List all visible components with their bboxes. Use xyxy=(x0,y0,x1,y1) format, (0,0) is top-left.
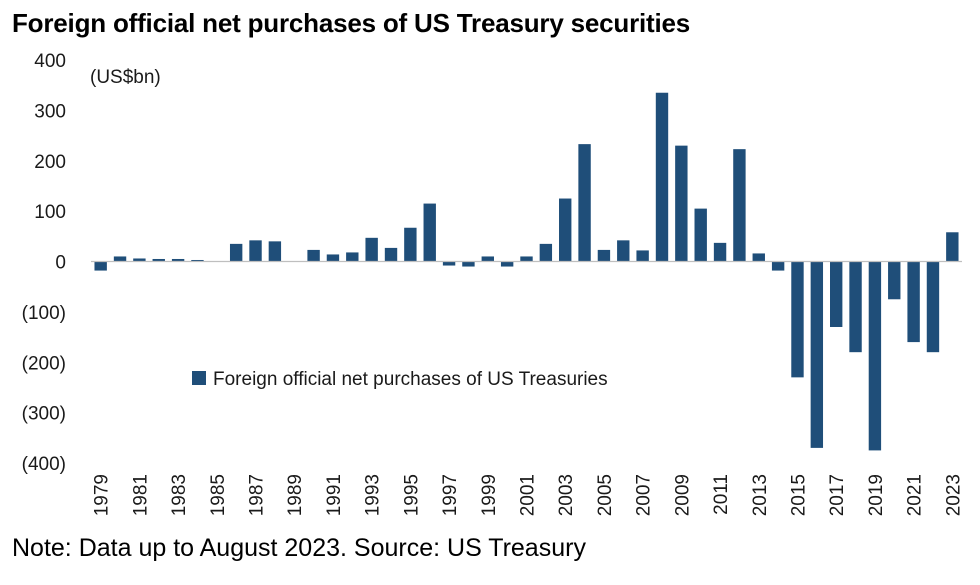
x-tick-label: 1979 xyxy=(92,474,113,516)
y-tick-label: 300 xyxy=(34,101,66,122)
x-tick-label: 2001 xyxy=(518,474,539,516)
bar-2022 xyxy=(926,261,940,353)
bar-1994 xyxy=(384,247,398,262)
x-tick-label: 1989 xyxy=(285,474,306,516)
x-tick-label: 2013 xyxy=(750,474,771,516)
x-tick-label: 2017 xyxy=(827,474,848,516)
bar-1981 xyxy=(133,258,146,262)
bar-2017 xyxy=(830,261,843,327)
x-tick-label: 2019 xyxy=(866,474,887,516)
y-tick-label: 100 xyxy=(34,202,66,223)
legend-label: Foreign official net purchases of US Tre… xyxy=(213,369,608,390)
bar-1992 xyxy=(346,252,359,262)
bar-2001 xyxy=(520,256,533,262)
bar-1984 xyxy=(191,259,204,262)
x-tick-label: 2009 xyxy=(672,474,693,516)
bar-1983 xyxy=(171,258,185,262)
x-tick-label: 2003 xyxy=(556,474,577,516)
x-tick-label: 2011 xyxy=(711,474,732,515)
y-tick-label: (300) xyxy=(22,404,66,425)
bar-2016 xyxy=(810,261,824,448)
x-tick-label: 1983 xyxy=(169,474,190,516)
bar-2010 xyxy=(694,208,707,262)
bar-2011 xyxy=(713,242,727,262)
y-axis: 400 300 200 100 0 (100) (200) (300) (400) xyxy=(22,51,66,475)
legend-swatch xyxy=(192,371,206,385)
bar-2020 xyxy=(888,261,901,300)
bar-1986 xyxy=(229,243,243,262)
bar-1993 xyxy=(365,237,378,262)
bar-1980 xyxy=(113,256,127,262)
bar-1999 xyxy=(481,256,494,262)
bar-2014 xyxy=(771,261,785,271)
bar-2021 xyxy=(907,261,920,343)
x-tick-label: 2023 xyxy=(943,474,964,516)
bar-1991 xyxy=(326,254,340,262)
bar-1997 xyxy=(442,261,456,266)
bar-1979 xyxy=(94,261,107,271)
x-tick-label: 1999 xyxy=(479,474,500,516)
bar-1995 xyxy=(404,227,417,262)
bar-1988 xyxy=(268,241,282,262)
bar-2019 xyxy=(868,261,882,451)
bar-1982 xyxy=(152,258,165,262)
x-tick-label: 2021 xyxy=(905,474,926,516)
x-tick-label: 1991 xyxy=(324,474,345,516)
x-tick-label: 2015 xyxy=(788,474,809,516)
chart-note: Note: Data up to August 2023. Source: US… xyxy=(12,534,586,562)
y-tick-label: (400) xyxy=(22,454,66,475)
bar-1998 xyxy=(462,261,475,267)
x-tick-label: 1981 xyxy=(130,474,151,516)
x-tick-label: 2007 xyxy=(634,474,655,516)
bar-2006 xyxy=(617,240,630,262)
x-tick-label: 1985 xyxy=(208,474,229,516)
bar-2023 xyxy=(946,232,959,262)
bar-2004 xyxy=(578,144,591,262)
bar-1987 xyxy=(249,240,262,262)
x-tick-label: 1993 xyxy=(363,474,384,516)
bar-2015 xyxy=(791,261,804,378)
bar-2008 xyxy=(655,92,669,262)
y-tick-label: (100) xyxy=(22,303,66,324)
bar-2013 xyxy=(752,253,765,262)
y-tick-label: (200) xyxy=(22,353,66,374)
x-tick-label: 1997 xyxy=(440,474,461,516)
bar-2005 xyxy=(597,249,611,262)
bar-1996 xyxy=(423,203,436,262)
y-tick-label: 400 xyxy=(34,51,66,72)
x-tick-label: 2005 xyxy=(595,474,616,516)
bars xyxy=(94,92,959,451)
x-tick-label: 1987 xyxy=(247,474,268,516)
bar-2000 xyxy=(500,261,514,267)
legend: Foreign official net purchases of US Tre… xyxy=(192,369,608,390)
bar-1990 xyxy=(307,249,320,262)
bar-2009 xyxy=(675,145,688,262)
x-axis: 1979 1981 1983 1985 1987 1989 1991 1993 1995 1997… xyxy=(91,260,964,516)
x-tick-label: 1995 xyxy=(401,474,422,516)
chart-title: Foreign official net purchases of US Tre… xyxy=(12,8,691,38)
bar-2018 xyxy=(849,261,862,353)
bar-2003 xyxy=(559,198,572,262)
bar-2012 xyxy=(733,149,746,262)
y-tick-label: 0 xyxy=(55,253,66,274)
y-tick-label: 200 xyxy=(34,152,66,173)
bar-2002 xyxy=(539,243,553,262)
bar-2007 xyxy=(636,250,649,262)
unit-label: (US$bn) xyxy=(90,67,161,88)
